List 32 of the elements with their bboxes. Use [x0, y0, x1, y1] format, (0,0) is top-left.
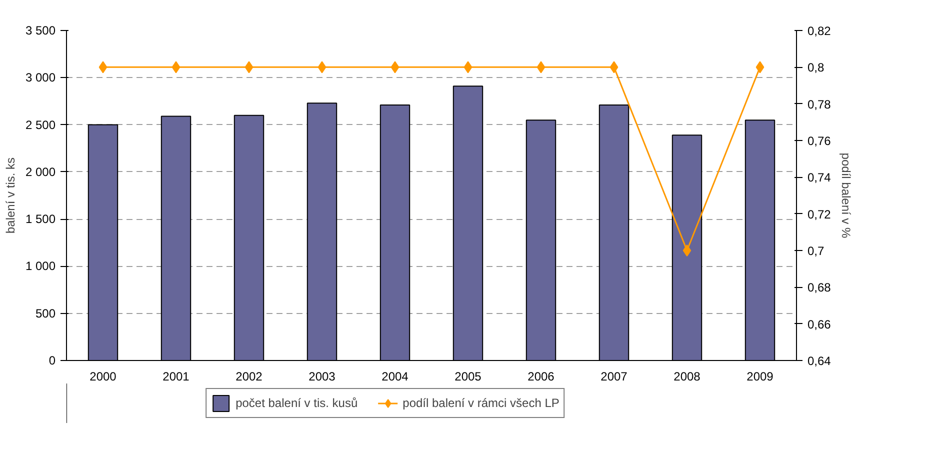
y-axis-title: balení v tis. ks: [3, 157, 18, 234]
y-tick-label: 3 500: [25, 24, 56, 38]
y2-tick-label: 0,76: [808, 134, 832, 148]
y2-tick-label: 0,8: [808, 60, 825, 75]
x-tick-label: 2005: [454, 370, 482, 384]
y2-tick-label: 0,74: [808, 170, 832, 185]
x-tick-label: 2008: [674, 370, 701, 384]
y2-tick-label: 0,78: [808, 97, 832, 112]
y-tick-label: 2 000: [25, 164, 56, 179]
y2-tick-label: 0,66: [808, 317, 832, 332]
y-tick-label: 3 000: [25, 70, 56, 85]
y2-tick-label: 0,64: [808, 354, 832, 368]
x-tick-label: 2006: [528, 370, 555, 384]
x-tick-label: 2007: [600, 370, 628, 384]
y2-tick-label: 0,68: [808, 280, 832, 295]
y-tick-label: 2 500: [25, 118, 56, 132]
y-tick-label: 500: [35, 306, 56, 320]
x-tick-label: 2004: [382, 370, 409, 384]
y2-tick-label: 0,82: [808, 24, 832, 38]
y-tick-label: 1 000: [25, 259, 56, 274]
x-tick-label: 2001: [162, 370, 190, 384]
x-tick-label: 2003: [308, 370, 336, 384]
x-tick-label: 2000: [90, 370, 117, 384]
y2-tick-label: 0,7: [808, 244, 825, 258]
y2-tick-label: 0,72: [808, 207, 832, 222]
x-tick-label: 2009: [746, 370, 774, 384]
x-tick-label: 2002: [236, 370, 263, 384]
legend-label: počet balení v tis. kusů: [236, 396, 358, 410]
y2-axis-title: podíl balení v %: [838, 152, 853, 239]
legend-label: podíl balení v rámci všech LP: [402, 396, 560, 410]
y-tick-label: 0: [48, 354, 56, 368]
y-tick-label: 1 500: [25, 212, 56, 226]
